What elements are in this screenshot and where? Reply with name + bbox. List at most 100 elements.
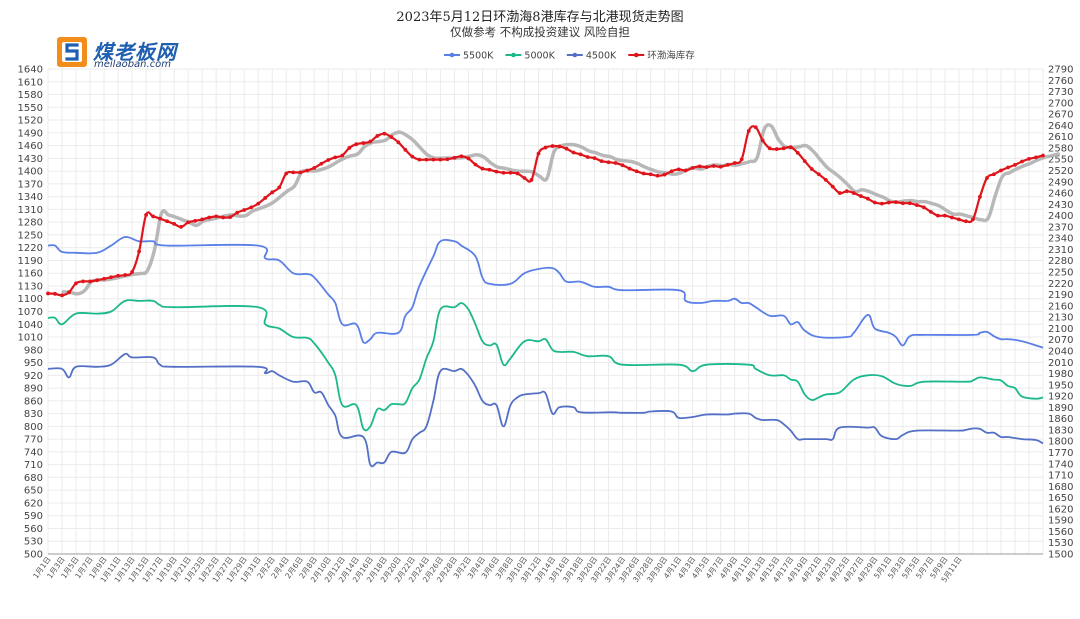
inventory-point [809, 167, 814, 171]
inventory-point [886, 200, 891, 205]
legend-label-4500k: 4500K [586, 51, 617, 62]
chart-subtitle: 仅做参考 不构成投资建议 风险自担 [450, 25, 630, 39]
y-left-tick-label: 500 [24, 550, 43, 561]
inventory-point [361, 141, 366, 145]
inventory-point [655, 173, 660, 178]
inventory-point [641, 171, 646, 176]
inventory-point [277, 185, 282, 190]
y-right-tick-label: 2400 [1048, 211, 1073, 222]
y-right-tick-label: 1980 [1048, 369, 1073, 380]
inventory-point [123, 273, 127, 277]
inventory-point [978, 194, 982, 199]
logo-url: meilaoban.com [94, 59, 172, 70]
inventory-point [417, 157, 422, 162]
y-left-tick-label: 1190 [18, 256, 43, 267]
inventory-point [879, 201, 884, 206]
inventory-point [957, 217, 961, 222]
inventory-point [445, 157, 450, 162]
y-left-tick-label: 1160 [18, 269, 43, 280]
inventory-point [676, 167, 681, 172]
y-right-tick-label: 1650 [1048, 493, 1073, 504]
inventory-point [326, 158, 331, 162]
inventory-point [578, 152, 583, 157]
y-right-tick-label: 2670 [1048, 110, 1073, 121]
inventory-point [760, 138, 765, 143]
inventory-point [165, 219, 170, 224]
y-right-tick-label: 2790 [1048, 65, 1073, 76]
y-left-tick-label: 920 [24, 371, 43, 382]
inventory-point [109, 275, 113, 280]
inventory-point [46, 291, 50, 296]
y-left-tick-label: 1640 [18, 65, 43, 76]
inventory-point [585, 155, 590, 159]
inventory-point [284, 171, 289, 176]
inventory-point [557, 144, 562, 149]
inventory-point [333, 155, 338, 160]
y-left-tick-label: 680 [24, 473, 43, 484]
legend-marker-5000k [511, 52, 516, 58]
inventory-point [298, 170, 303, 175]
y-right-tick-label: 2070 [1048, 335, 1073, 346]
y-right-tick-label: 2100 [1048, 324, 1073, 335]
inventory-point [935, 213, 940, 218]
y-left-tick-label: 710 [24, 460, 43, 471]
y-right-tick-label: 2250 [1048, 268, 1073, 279]
inventory-point [459, 154, 464, 159]
y-left-tick-label: 1400 [18, 167, 43, 178]
inventory-point [816, 172, 821, 177]
inventory-point [950, 215, 954, 220]
chart-title: 2023年5月12日环渤海8港库存与北港现货走势图 [396, 10, 684, 25]
y-left-tick-label: 770 [24, 435, 43, 446]
inventory-point [95, 278, 99, 283]
y-right-tick-label: 2550 [1048, 155, 1073, 166]
inventory-point [130, 270, 134, 274]
inventory-point [823, 178, 828, 182]
inventory-point [494, 169, 499, 174]
inventory-point [88, 279, 92, 284]
y-right-tick-label: 2580 [1048, 143, 1073, 154]
y-left-tick-label: 1250 [18, 230, 43, 241]
series-line-5500k [47, 236, 1044, 349]
inventory-point [151, 214, 156, 219]
y-right-tick-label: 2190 [1048, 290, 1073, 301]
inventory-point [620, 163, 625, 168]
inventory-point [515, 171, 520, 176]
inventory-point [627, 166, 632, 171]
legend-label-5000k: 5000K [524, 51, 555, 62]
inventory-point [438, 157, 443, 162]
y-left-tick-label: 860 [24, 396, 43, 407]
inventory-point [872, 200, 877, 205]
inventory-point [725, 162, 730, 167]
y-left-tick-label: 980 [24, 345, 43, 356]
inventory-point [102, 276, 106, 281]
inventory-point [179, 225, 184, 229]
y-axis-left: 5005305605906206506807107407708008308608… [18, 65, 43, 561]
series-line-inventory [47, 125, 1044, 297]
y-right-tick-label: 2520 [1048, 166, 1073, 177]
inventory-point [242, 208, 247, 212]
y-left-tick-label: 1010 [18, 333, 43, 344]
inventory-point [746, 129, 751, 133]
inventory-point [1034, 155, 1038, 160]
chart-lines [46, 122, 1061, 468]
inventory-point [214, 214, 219, 219]
inventory-point [158, 216, 163, 221]
y-right-tick-label: 2430 [1048, 200, 1073, 211]
inventory-point [928, 209, 933, 214]
y-right-tick-label: 2310 [1048, 245, 1073, 256]
inventory-point [382, 131, 387, 136]
inventory-point [697, 164, 702, 169]
inventory-point [669, 169, 674, 174]
y-left-tick-label: 1100 [18, 294, 43, 305]
inventory-point [144, 212, 148, 217]
inventory-point [943, 213, 947, 218]
inventory-point [137, 249, 141, 254]
y-right-tick-label: 1590 [1048, 516, 1073, 527]
inventory-point [964, 219, 968, 224]
y-right-tick-label: 1920 [1048, 392, 1073, 403]
inventory-point [368, 139, 373, 144]
y-right-tick-label: 1770 [1048, 448, 1073, 459]
inventory-point [648, 172, 653, 177]
y-left-tick-label: 1340 [18, 192, 43, 203]
